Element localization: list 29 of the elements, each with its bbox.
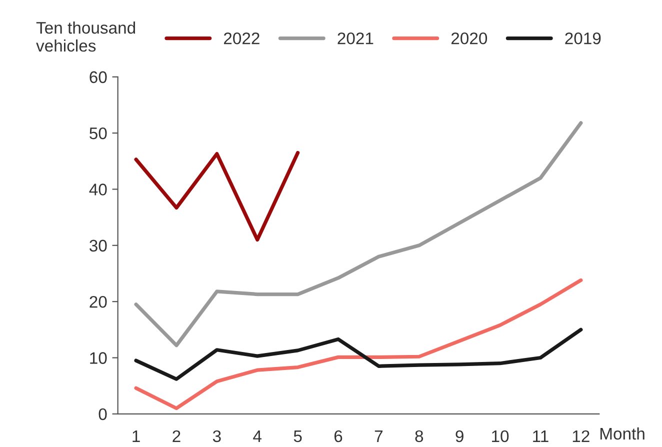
line-series (134, 121, 583, 348)
legend-label: 2020 (451, 32, 488, 44)
x-axis-title: Month (600, 427, 644, 440)
x-tick-label: 3 (212, 430, 221, 442)
line-series (134, 150, 300, 242)
y-tick-label: 10 (90, 352, 107, 364)
x-tick-label: 7 (374, 430, 382, 442)
x-tick-label: 12 (572, 430, 590, 442)
x-tick-label: 8 (415, 430, 424, 442)
x-tick-label: 11 (533, 430, 548, 442)
y-tick-label: 0 (98, 408, 107, 420)
legend-label: 2022 (224, 32, 260, 44)
x-tick-label: 2 (172, 430, 180, 442)
x-tick-label: 6 (334, 430, 342, 442)
line-series (134, 328, 583, 381)
x-tick-label: 4 (253, 430, 262, 442)
y-axis-title: Ten thousand vehicles (36, 21, 136, 52)
x-tick-label: 1 (132, 430, 140, 442)
y-tick-label: 40 (89, 184, 107, 196)
x-tick-label: 9 (456, 430, 464, 442)
x-tick-label: 5 (294, 430, 302, 442)
line-series (134, 278, 583, 410)
x-tick-label: 10 (492, 430, 509, 442)
y-tick-label: 60 (90, 71, 107, 84)
y-tick-label: 30 (90, 240, 107, 252)
legend-label: 2021 (338, 32, 374, 44)
y-tick-label: 50 (90, 127, 107, 140)
legend-label: 2019 (565, 32, 601, 44)
y-tick-label: 20 (90, 296, 107, 308)
